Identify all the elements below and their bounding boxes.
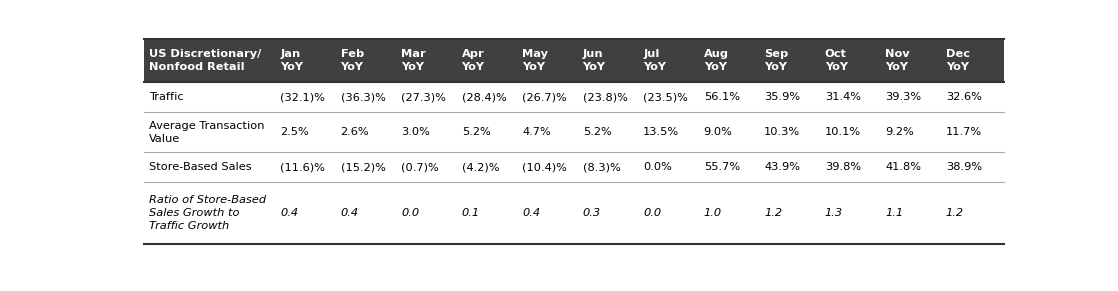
Text: 5.2%: 5.2% xyxy=(582,127,612,137)
Text: 3.0%: 3.0% xyxy=(401,127,430,137)
Text: May
YoY: May YoY xyxy=(522,49,548,72)
Text: 1.1: 1.1 xyxy=(885,208,903,218)
Text: 5.2%: 5.2% xyxy=(462,127,491,137)
Text: 0.4: 0.4 xyxy=(522,208,540,218)
Text: 0.3: 0.3 xyxy=(582,208,600,218)
Text: (32.1)%: (32.1)% xyxy=(281,92,325,102)
Text: (27.3)%: (27.3)% xyxy=(401,92,446,102)
Bar xyxy=(144,39,1004,82)
Text: 31.4%: 31.4% xyxy=(825,92,861,102)
Text: 0.0: 0.0 xyxy=(643,208,661,218)
Text: 32.6%: 32.6% xyxy=(946,92,982,102)
Text: 0.0%: 0.0% xyxy=(643,162,672,172)
Text: Store-Based Sales: Store-Based Sales xyxy=(150,162,252,172)
Text: (11.6)%: (11.6)% xyxy=(281,162,325,172)
Text: US Discretionary/
Nonfood Retail: US Discretionary/ Nonfood Retail xyxy=(150,49,262,72)
Text: 2.5%: 2.5% xyxy=(281,127,309,137)
Text: 1.2: 1.2 xyxy=(765,208,783,218)
Text: (23.8)%: (23.8)% xyxy=(582,92,627,102)
Text: 13.5%: 13.5% xyxy=(643,127,680,137)
Text: (23.5)%: (23.5)% xyxy=(643,92,688,102)
Text: 55.7%: 55.7% xyxy=(703,162,740,172)
Text: (8.3)%: (8.3)% xyxy=(582,162,620,172)
Text: 4.7%: 4.7% xyxy=(522,127,551,137)
Text: 41.8%: 41.8% xyxy=(885,162,921,172)
Text: (28.4)%: (28.4)% xyxy=(462,92,506,102)
Text: 56.1%: 56.1% xyxy=(703,92,740,102)
Text: 1.3: 1.3 xyxy=(825,208,843,218)
Text: Apr
YoY: Apr YoY xyxy=(462,49,484,72)
Text: (26.7)%: (26.7)% xyxy=(522,92,567,102)
Text: 2.6%: 2.6% xyxy=(341,127,369,137)
Text: (0.7)%: (0.7)% xyxy=(401,162,439,172)
Text: Aug
YoY: Aug YoY xyxy=(703,49,729,72)
Text: 0.1: 0.1 xyxy=(462,208,480,218)
Text: Feb
YoY: Feb YoY xyxy=(341,49,363,72)
Text: 43.9%: 43.9% xyxy=(765,162,800,172)
Text: Traffic: Traffic xyxy=(150,92,183,102)
Text: Jul
YoY: Jul YoY xyxy=(643,49,666,72)
Text: Jan
YoY: Jan YoY xyxy=(281,49,303,72)
Text: 1.0: 1.0 xyxy=(703,208,722,218)
Text: Mar
YoY: Mar YoY xyxy=(401,49,426,72)
Text: 0.0: 0.0 xyxy=(401,208,419,218)
Text: 1.2: 1.2 xyxy=(946,208,964,218)
Text: (15.2)%: (15.2)% xyxy=(341,162,386,172)
Text: Average Transaction
Value: Average Transaction Value xyxy=(150,120,265,144)
Text: (4.2)%: (4.2)% xyxy=(462,162,499,172)
Text: 10.1%: 10.1% xyxy=(825,127,861,137)
Text: (36.3)%: (36.3)% xyxy=(341,92,386,102)
Text: Dec
YoY: Dec YoY xyxy=(946,49,969,72)
Text: (10.4)%: (10.4)% xyxy=(522,162,567,172)
Text: 39.8%: 39.8% xyxy=(825,162,861,172)
Text: Jun
YoY: Jun YoY xyxy=(582,49,606,72)
Text: 35.9%: 35.9% xyxy=(765,92,800,102)
Text: 0.4: 0.4 xyxy=(341,208,359,218)
Text: 10.3%: 10.3% xyxy=(765,127,800,137)
Text: Nov
YoY: Nov YoY xyxy=(885,49,910,72)
Text: Sep
YoY: Sep YoY xyxy=(765,49,788,72)
Text: 0.4: 0.4 xyxy=(281,208,299,218)
Text: 9.2%: 9.2% xyxy=(885,127,913,137)
Text: Ratio of Store-Based
Sales Growth to
Traffic Growth: Ratio of Store-Based Sales Growth to Tra… xyxy=(150,195,266,231)
Text: 9.0%: 9.0% xyxy=(703,127,732,137)
Text: 11.7%: 11.7% xyxy=(946,127,982,137)
Text: 38.9%: 38.9% xyxy=(946,162,982,172)
Text: Oct
YoY: Oct YoY xyxy=(825,49,847,72)
Text: 39.3%: 39.3% xyxy=(885,92,921,102)
